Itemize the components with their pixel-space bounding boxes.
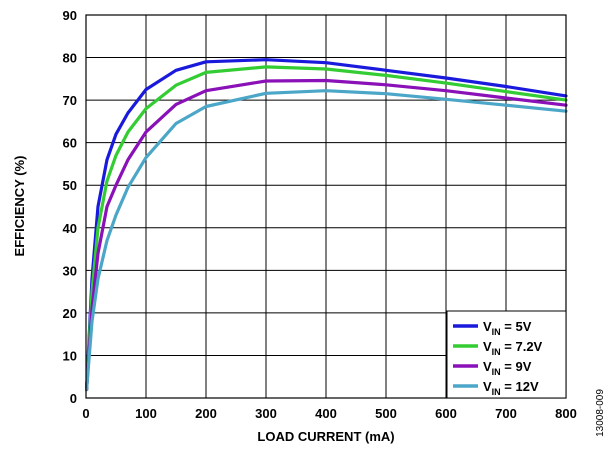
y-tick-label: 60 bbox=[63, 136, 77, 151]
y-tick-label: 50 bbox=[63, 178, 77, 193]
y-tick-label: 80 bbox=[63, 51, 77, 66]
series-line-2 bbox=[85, 65, 568, 392]
x-tick-label: 100 bbox=[135, 406, 157, 421]
x-tick-label: 500 bbox=[375, 406, 397, 421]
y-tick-label: 70 bbox=[63, 93, 77, 108]
x-tick-label: 600 bbox=[435, 406, 457, 421]
x-tick-label: 200 bbox=[195, 406, 217, 421]
figure-id: 13008-009 bbox=[595, 389, 606, 437]
x-tick-label: 0 bbox=[82, 406, 89, 421]
x-tick-label: 800 bbox=[555, 406, 577, 421]
legend: VIN = 5V VIN = 7.2V VIN = 9V VIN = 12V bbox=[446, 310, 567, 399]
x-axis-label: LOAD CURRENT (mA) bbox=[257, 429, 394, 444]
plot-frame bbox=[85, 14, 567, 399]
x-tick-label: 700 bbox=[495, 406, 517, 421]
series-lines bbox=[85, 58, 568, 392]
y-axis-ticks: 0 10 20 30 40 50 60 70 80 90 bbox=[63, 8, 77, 406]
legend-label-4: VIN = 12V bbox=[483, 379, 539, 397]
y-tick-label: 30 bbox=[63, 263, 77, 278]
y-tick-label: 90 bbox=[63, 8, 77, 23]
series-line-4 bbox=[85, 89, 568, 392]
y-tick-label: 20 bbox=[63, 306, 77, 321]
x-axis-ticks: 0 100 200 300 400 500 600 700 800 bbox=[82, 406, 576, 421]
x-tick-label: 400 bbox=[315, 406, 337, 421]
series-line-3 bbox=[85, 78, 568, 392]
series-line-1 bbox=[85, 58, 568, 392]
legend-label-3: VIN = 9V bbox=[483, 359, 532, 377]
y-tick-label: 40 bbox=[63, 221, 77, 236]
legend-label-1: VIN = 5V bbox=[483, 319, 532, 337]
y-tick-label: 10 bbox=[63, 348, 77, 363]
y-axis-label: EFFICIENCY (%) bbox=[12, 156, 27, 257]
x-tick-label: 300 bbox=[255, 406, 277, 421]
y-tick-label: 0 bbox=[70, 391, 77, 406]
legend-label-2: VIN = 7.2V bbox=[483, 339, 543, 357]
